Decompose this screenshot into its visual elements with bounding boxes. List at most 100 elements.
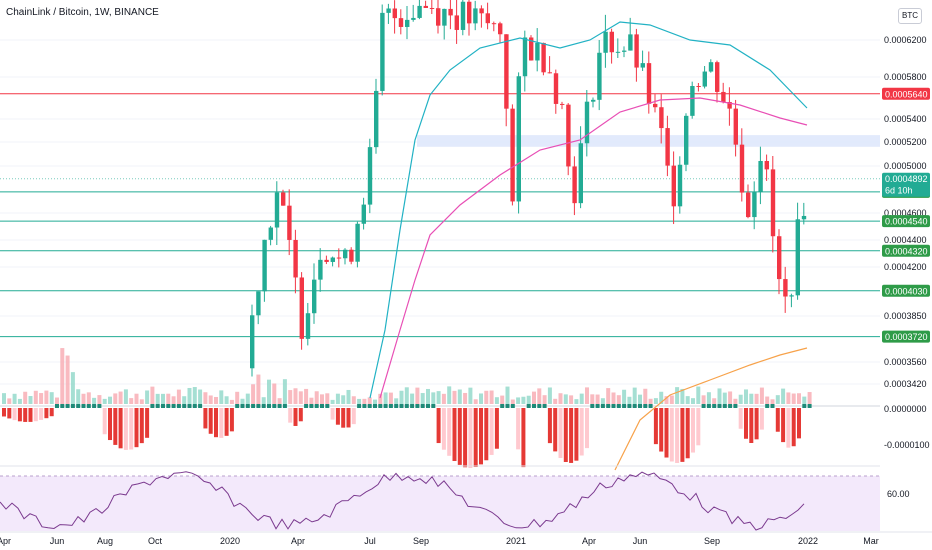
histogram-bar	[39, 408, 44, 420]
candle-body	[603, 31, 608, 53]
volume-bar	[484, 390, 489, 404]
volume-bar	[463, 392, 468, 404]
histogram-bar	[807, 404, 812, 408]
candle-body	[795, 219, 800, 296]
histogram-bar	[235, 404, 240, 408]
histogram-bar	[675, 408, 680, 463]
volume-bar	[235, 391, 240, 404]
price-tick-label: 0.0006200	[884, 35, 927, 45]
candle-body	[386, 8, 391, 13]
histogram-bar	[282, 404, 287, 408]
volume-bar	[479, 393, 483, 404]
volume-bar	[86, 392, 91, 404]
candle-body	[609, 31, 614, 53]
histogram-bar	[728, 404, 733, 408]
volume-bar	[452, 390, 457, 404]
histogram-bar	[28, 408, 33, 422]
volume-bar	[706, 392, 711, 404]
volume-bar	[770, 399, 775, 404]
candle-body	[721, 91, 726, 102]
volume-bar	[388, 392, 393, 404]
candle-body	[330, 257, 335, 262]
volume-bar	[139, 399, 144, 404]
volume-bar	[394, 398, 399, 404]
histogram-bar	[261, 404, 266, 408]
histogram-bar	[81, 404, 86, 408]
volume-bar	[606, 388, 611, 404]
histogram-bar	[706, 404, 711, 408]
volume-bar	[224, 396, 229, 404]
volume-bar	[383, 392, 388, 404]
histogram-bar	[92, 404, 97, 408]
histogram-bar	[150, 404, 155, 408]
volume-bar	[214, 396, 218, 404]
histogram-bar	[632, 404, 637, 408]
volume-bar	[240, 398, 245, 404]
candle-body	[380, 12, 385, 91]
histogram-bar	[738, 408, 743, 429]
level-badge-bg	[882, 330, 930, 343]
candle-body	[764, 160, 769, 170]
candle-body	[349, 249, 354, 262]
time-tick-label: Apr	[0, 536, 11, 546]
histogram-bar	[452, 408, 457, 461]
candle-body	[789, 295, 794, 297]
histogram-bar	[616, 404, 621, 408]
histogram-bar	[436, 408, 441, 444]
histogram-bar	[770, 404, 775, 408]
candle-body	[336, 257, 342, 259]
candle-body	[615, 51, 621, 53]
chart-grid	[0, 39, 880, 385]
volume-bar	[251, 384, 256, 404]
price-axis: 0.0006200 0.0005800 0.0005400 0.0005200 0.00…	[880, 0, 932, 532]
volume-bar	[320, 394, 324, 404]
volume-bar	[802, 396, 807, 404]
level-badge-bg	[882, 244, 930, 257]
histogram-bar	[229, 408, 234, 432]
volume-bar	[457, 389, 462, 404]
histogram-bar	[214, 408, 218, 438]
volume-bar	[712, 398, 717, 404]
histogram-bar	[65, 404, 70, 408]
supply-zone-rect	[417, 135, 880, 147]
histogram-bar	[97, 404, 102, 408]
candle-body	[299, 277, 304, 339]
histogram-bar	[76, 404, 81, 408]
candle-body	[367, 147, 373, 205]
histogram-bar	[245, 404, 250, 408]
volume-bar	[728, 391, 733, 404]
candle-body	[584, 101, 590, 144]
histogram-bar	[606, 404, 611, 408]
histogram-bar	[627, 404, 632, 408]
quote-currency-badge[interactable]: BTC	[898, 8, 922, 24]
volume-bar	[134, 393, 139, 404]
volume-bar	[431, 392, 436, 404]
candle-body	[702, 71, 707, 87]
histogram-bar	[203, 408, 208, 429]
candle-body	[442, 8, 447, 26]
histogram-bar	[563, 408, 568, 462]
histogram-bar	[797, 408, 801, 439]
histogram-bar	[791, 408, 796, 447]
candle-body	[504, 34, 509, 109]
time-axis: Apr Jun Aug Oct 2020 Apr Jul Sep 2021 Apr Jun Sep 20…	[0, 531, 932, 546]
volume-bar	[691, 398, 695, 404]
time-tick-label: Sep	[704, 536, 720, 546]
candle-body	[454, 15, 459, 30]
volume-bar	[76, 389, 81, 404]
volume-bar	[632, 387, 637, 404]
histogram-bar	[717, 404, 722, 408]
histogram-bar	[473, 408, 478, 468]
histogram-bar	[102, 408, 107, 435]
volume-bar	[161, 393, 165, 404]
histogram-bar	[765, 404, 770, 408]
candle-body	[473, 8, 478, 24]
volume-bar	[2, 393, 6, 404]
histogram-bar	[479, 408, 483, 465]
candle-body	[392, 8, 397, 19]
histogram-bar	[457, 408, 462, 465]
candle-body	[708, 62, 714, 72]
volume-bar	[293, 388, 298, 404]
volume-bar	[288, 390, 293, 404]
